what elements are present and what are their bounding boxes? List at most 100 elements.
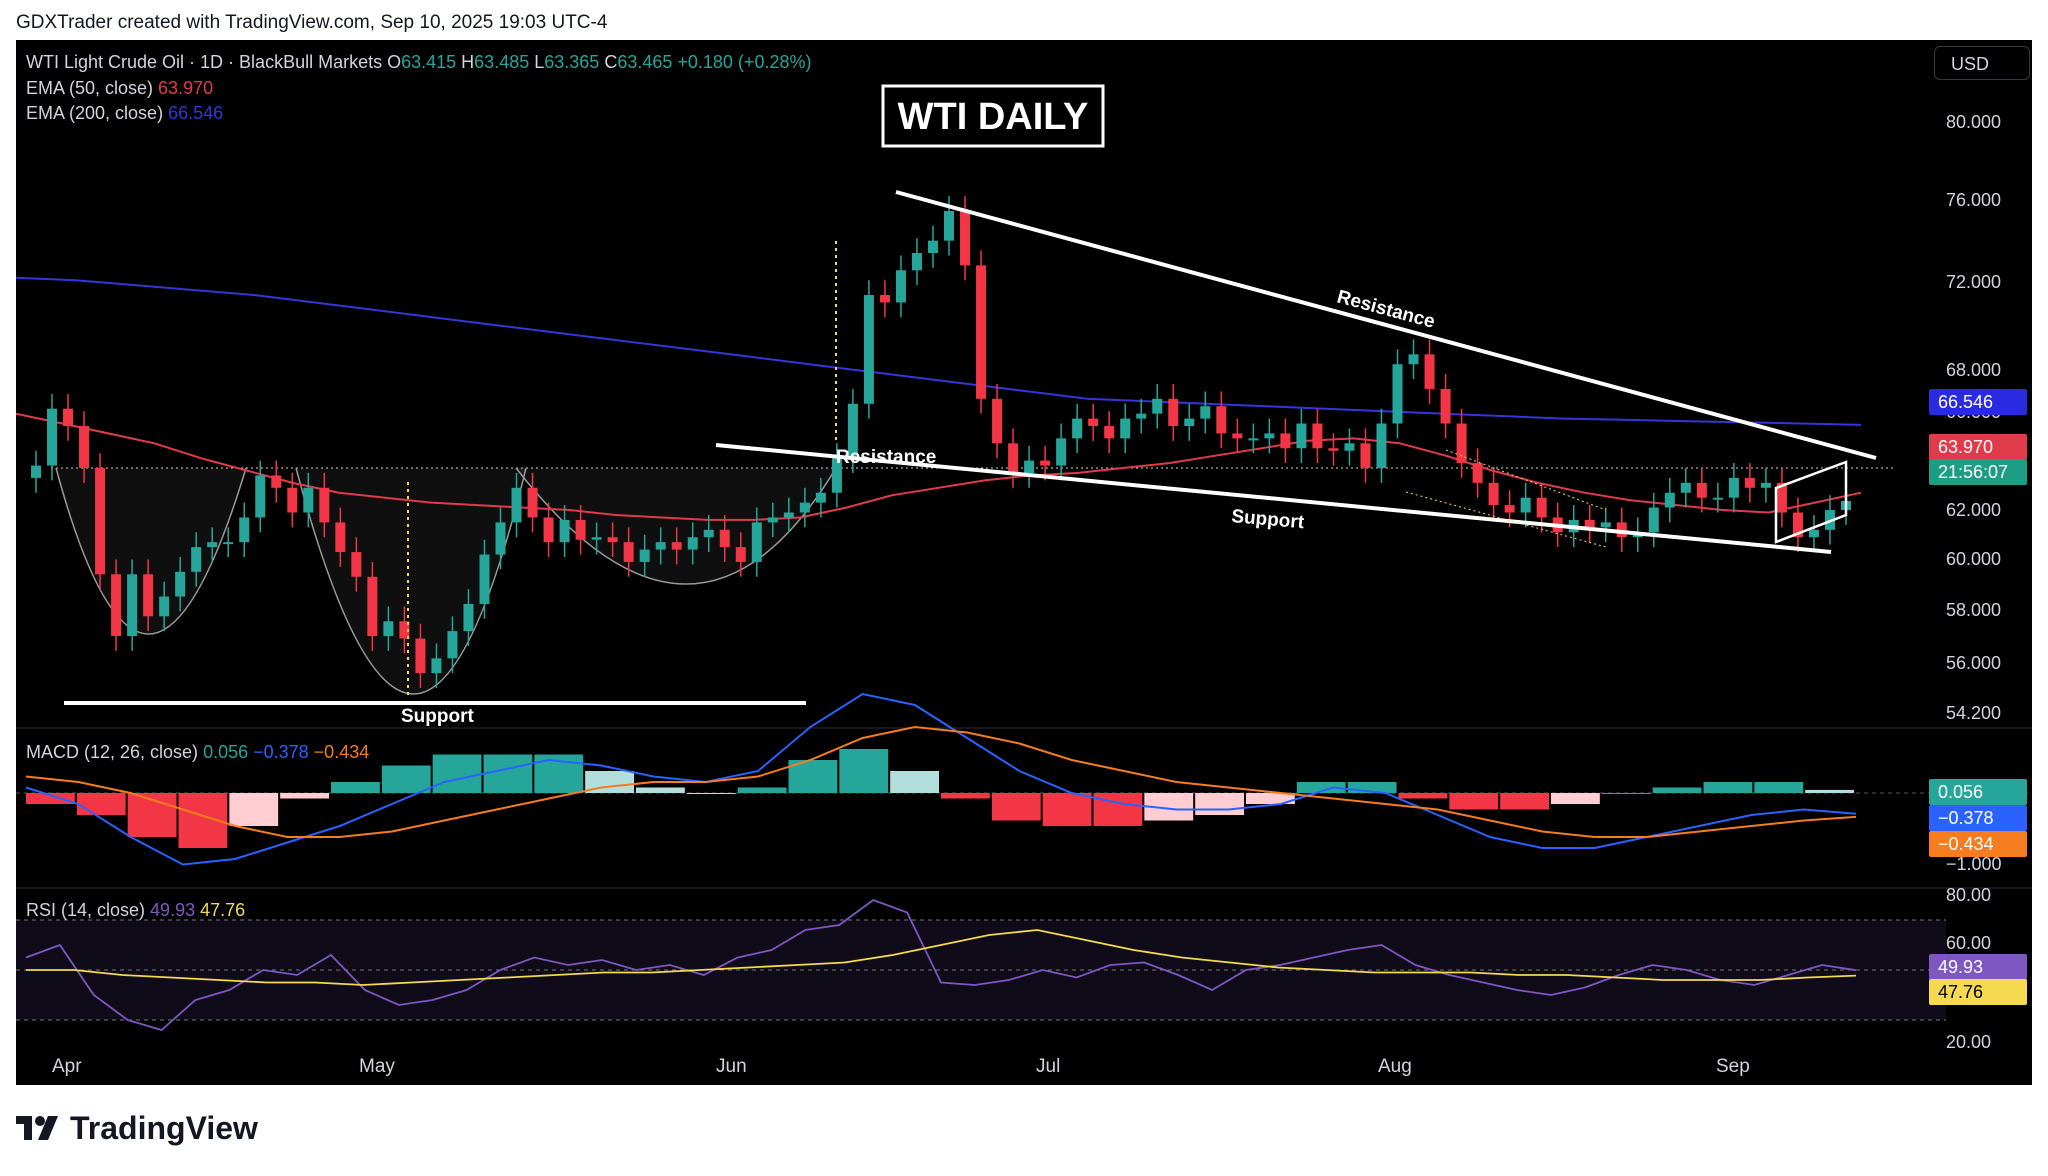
candle-body: [1120, 418, 1131, 439]
candle-body: [655, 542, 666, 550]
macd-histogram-bar: [1246, 793, 1295, 804]
support-label-base: Support: [401, 706, 474, 727]
rsi-legend: RSI (14, close) 49.93 47.76: [26, 900, 245, 920]
candle-body: [559, 519, 570, 543]
candle-body: [1312, 423, 1323, 449]
candle-body: [671, 542, 682, 550]
macd-histogram-bar: [1042, 793, 1092, 826]
macd-histogram-bar: [890, 771, 939, 793]
candle-body: [735, 547, 746, 562]
title-text: WTI DAILY: [898, 96, 1089, 138]
macd-histogram-bar: [1347, 782, 1397, 793]
macd-histogram-bar: [331, 782, 380, 793]
candle-body: [1024, 460, 1035, 473]
candle-body: [1296, 423, 1307, 449]
candle-body: [367, 576, 378, 637]
candle-body: [1248, 438, 1259, 441]
price-badge-text: 63.970: [1938, 437, 1993, 457]
rsi-badge: [1929, 954, 2027, 980]
rsi-line: [25, 898, 1857, 1032]
price-axis-tick: 80.000: [1946, 112, 2001, 132]
candle-body: [319, 487, 330, 523]
candle-body: [639, 549, 650, 562]
candle-body: [495, 522, 506, 555]
candle-body: [1344, 443, 1355, 451]
candle-body: [1728, 477, 1739, 498]
legend-ema200: EMA (200, close) 66.546: [26, 103, 223, 123]
candle-body: [143, 574, 154, 617]
candle-body: [992, 398, 1003, 444]
candle-body: [815, 492, 826, 503]
candle-body: [1456, 423, 1467, 464]
macd-line: [25, 692, 1857, 866]
candle-body: [767, 517, 778, 523]
macd-histogram-bar: [1500, 793, 1549, 810]
candle-body: [1200, 406, 1211, 419]
candle-body: [415, 638, 426, 674]
candle-body: [479, 554, 490, 604]
candle-body: [223, 542, 234, 545]
macd-histogram-bar: [280, 793, 329, 799]
candle-body: [1104, 426, 1115, 439]
candle-body: [1232, 433, 1243, 439]
candle-body: [511, 487, 522, 523]
macd-histogram-bar: [229, 793, 279, 826]
candle-body: [1360, 443, 1371, 469]
time-axis-label: Jul: [1036, 1056, 1060, 1077]
macd-histogram-bar: [432, 754, 482, 793]
candle-body: [463, 603, 474, 632]
candle-body: [575, 519, 586, 540]
chart-attribution: GDXTrader created with TradingView.com, …: [16, 12, 608, 33]
candle-body: [1792, 512, 1803, 538]
candle-body: [1600, 522, 1611, 528]
candle-body: [1680, 482, 1691, 493]
rsi-ma-line: [26, 929, 1857, 986]
candle-body: [527, 487, 538, 518]
candle-body: [1616, 522, 1627, 538]
candle-body: [1264, 433, 1275, 439]
candle-body: [1760, 482, 1771, 488]
candle-body: [1280, 433, 1291, 449]
candle-body: [799, 502, 810, 513]
candle-body: [944, 210, 955, 241]
candle-body: [976, 265, 987, 399]
macd-histogram-bar: [76, 793, 126, 815]
time-axis-label: Apr: [52, 1056, 82, 1077]
candle-body: [1424, 354, 1435, 389]
candle-body: [719, 529, 730, 548]
candle-body: [1072, 418, 1083, 439]
candle-body: [111, 574, 122, 637]
candle-body: [383, 621, 394, 637]
falling-channel-upper: [1445, 449, 1607, 511]
macd-histogram-bar: [1551, 793, 1600, 804]
candle-body: [1216, 406, 1227, 434]
candle-body: [1152, 398, 1163, 414]
macd-histogram-bar: [991, 793, 1041, 821]
macd-histogram-bar: [941, 793, 990, 799]
macd-badge: [1929, 779, 2027, 805]
chart-frame: Resistance Resistance Support Support WTI DA…: [16, 40, 2032, 1085]
currency-selector-button[interactable]: USD: [1934, 46, 2030, 80]
candle-body: [255, 475, 266, 518]
time-axis-label: Sep: [1716, 1056, 1750, 1077]
candle-body: [1488, 482, 1499, 506]
candle-body: [895, 270, 906, 303]
candle-body: [591, 537, 602, 540]
macd-histogram-bar: [1805, 789, 1854, 793]
legend-symbol: WTI Light Crude Oil · 1D · BlackBull Mar…: [26, 52, 811, 72]
candle-body: [1168, 398, 1179, 427]
candle-body: [1392, 364, 1403, 424]
rsi-axis-tick: 80.00: [1946, 885, 1991, 905]
price-axis-tick: 60.000: [1946, 549, 2001, 569]
candle-body: [95, 468, 106, 575]
candle-body: [399, 621, 410, 639]
candle-body: [1008, 443, 1019, 473]
macd-histogram-bar: [1093, 793, 1143, 826]
candle-body: [960, 210, 971, 266]
candle-body: [1040, 460, 1051, 466]
price-axis-tick: 76.000: [1946, 190, 2001, 210]
candle-body: [783, 512, 794, 518]
candle-body: [159, 596, 170, 617]
candle-body: [831, 458, 842, 493]
